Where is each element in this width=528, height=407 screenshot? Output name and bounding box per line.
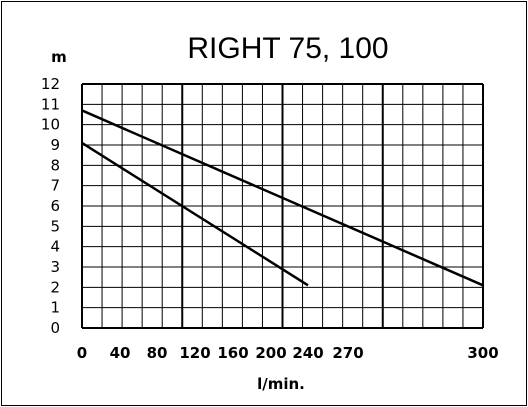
y-tick-label: 5 bbox=[50, 217, 60, 235]
x-tick-label: 240 bbox=[292, 344, 323, 362]
x-tick-label: 80 bbox=[147, 344, 168, 362]
series-line-2 bbox=[81, 141, 309, 287]
y-tick-label: 11 bbox=[41, 95, 60, 113]
y-tick-label: 1 bbox=[50, 299, 60, 317]
x-tick-label: 40 bbox=[110, 344, 131, 362]
y-tick-label: 6 bbox=[50, 197, 60, 215]
x-axis-label: l/min. bbox=[257, 375, 305, 393]
chart-title: RIGHT 75, 100 bbox=[187, 32, 388, 65]
x-tick-label: 300 bbox=[467, 344, 498, 362]
x-tick-label: 160 bbox=[217, 344, 248, 362]
y-axis-unit-label: m bbox=[51, 48, 67, 66]
y-tick-label: 2 bbox=[50, 278, 60, 296]
x-tick-label: 0 bbox=[77, 344, 87, 362]
y-tick-label: 7 bbox=[50, 177, 60, 195]
y-tick-label: 9 bbox=[50, 136, 60, 154]
y-tick-label: 4 bbox=[50, 238, 60, 256]
chart-grid bbox=[81, 83, 484, 329]
y-tick-label: 12 bbox=[41, 75, 60, 93]
x-tick-label: 200 bbox=[255, 344, 286, 362]
y-tick-label: 10 bbox=[41, 116, 60, 134]
y-tick-label: 3 bbox=[50, 258, 60, 276]
y-tick-label: 0 bbox=[50, 319, 60, 337]
y-tick-label: 8 bbox=[50, 156, 60, 174]
x-tick-label: 120 bbox=[179, 344, 210, 362]
series-line-1 bbox=[81, 109, 484, 287]
x-tick-label: 270 bbox=[332, 344, 363, 362]
x-axis-ticks: 0 40 80 120 160 200 240 270 300 bbox=[77, 344, 499, 362]
chart-series bbox=[81, 109, 484, 287]
